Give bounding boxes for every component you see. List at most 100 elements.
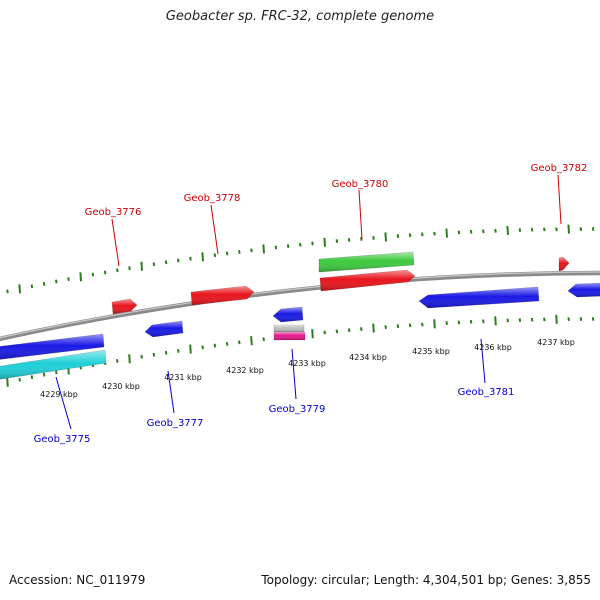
gene-labels: Geob_3775 Geob_3776 Geob_3777 Geob_3778 … — [34, 163, 588, 445]
major-tick — [445, 228, 448, 238]
minor-tick — [445, 321, 448, 325]
minor-tick — [311, 241, 314, 246]
minor-tick — [372, 235, 375, 240]
minor-tick — [518, 228, 522, 232]
minor-tick — [116, 268, 119, 273]
minor-tick — [201, 345, 204, 350]
minor-tick — [579, 317, 583, 321]
minor-tick — [567, 317, 570, 322]
gene-arrow[interactable] — [272, 306, 304, 323]
minor-tick — [347, 238, 351, 242]
gene-arrow[interactable] — [567, 282, 600, 298]
gene-label[interactable]: Geob_3776 — [85, 207, 142, 218]
minor-tick — [457, 230, 461, 235]
minor-tick — [506, 318, 509, 323]
gene-label[interactable]: Geob_3781 — [458, 387, 515, 398]
genome-summary-text: Topology: circular; Length: 4,304,501 bp… — [261, 573, 591, 587]
scale-label: 4234 kbp — [349, 353, 387, 362]
scale-labels: 4229 kbp 4230 kbp 4231 kbp 4232 kbp 4233… — [40, 338, 575, 399]
minor-tick — [396, 324, 400, 329]
minor-tick — [591, 227, 595, 231]
minor-tick — [262, 337, 265, 342]
genome-backbone-highlight — [0, 271, 600, 339]
minor-tick — [189, 256, 192, 261]
gene-label[interactable]: Geob_3778 — [184, 193, 241, 204]
minor-tick — [30, 284, 34, 289]
minor-tick — [274, 245, 278, 250]
major-tick — [201, 252, 204, 262]
gene-arrow[interactable] — [558, 256, 570, 272]
gene-arrow[interactable] — [190, 285, 255, 306]
minor-tick — [91, 272, 95, 277]
minor-tick — [482, 229, 485, 234]
accession-text: Accession: NC_011979 — [9, 573, 146, 587]
minor-tick — [421, 232, 424, 237]
gene-arrow[interactable] — [144, 320, 184, 338]
major-tick — [323, 237, 326, 247]
minor-tick — [238, 250, 241, 254]
minor-tick — [55, 279, 58, 284]
minor-tick — [335, 329, 339, 334]
minor-tick — [164, 350, 168, 355]
minor-tick — [177, 349, 180, 353]
minor-tick — [482, 319, 485, 324]
minor-tick — [579, 227, 583, 231]
major-tick — [250, 336, 253, 346]
leader-line — [358, 189, 363, 240]
minor-tick — [30, 375, 34, 380]
leader-line — [167, 370, 175, 414]
leader-line — [557, 174, 562, 225]
outer-tick-ring — [6, 224, 595, 294]
minor-tick — [469, 229, 473, 234]
minor-tick — [55, 370, 58, 375]
minor-tick — [518, 318, 522, 322]
minor-tick — [530, 317, 534, 322]
leader-line — [210, 204, 219, 255]
scale-label: 4230 kbp — [102, 382, 140, 391]
major-tick — [128, 354, 131, 364]
minor-tick — [225, 251, 229, 256]
map-title: Geobacter sp. FRC-32, complete genome — [165, 9, 435, 24]
major-tick — [140, 261, 143, 271]
minor-tick — [286, 244, 290, 248]
minor-tick — [323, 330, 326, 335]
minor-tick — [67, 277, 70, 282]
minor-tick — [530, 227, 534, 232]
scale-label: 4236 kbp — [474, 343, 512, 352]
minor-tick — [299, 242, 302, 247]
gene-block[interactable] — [273, 331, 306, 341]
minor-tick — [360, 327, 363, 331]
major-tick — [494, 316, 497, 326]
scale-label: 4232 kbp — [226, 366, 264, 375]
major-tick — [18, 284, 21, 294]
scale-label: 4233 kbp — [288, 359, 326, 368]
minor-tick — [469, 319, 473, 324]
major-tick — [384, 232, 387, 242]
minor-tick — [543, 227, 546, 232]
minor-tick — [347, 328, 351, 333]
minor-tick — [433, 231, 436, 236]
leader-line — [111, 218, 120, 267]
leader-line — [480, 338, 486, 384]
gene-block[interactable] — [273, 324, 305, 333]
gene-label[interactable]: Geob_3782 — [531, 163, 588, 174]
gene-label[interactable]: Geob_3777 — [147, 418, 204, 429]
minor-tick — [213, 343, 217, 348]
gene-label[interactable]: Geob_3780 — [332, 179, 389, 190]
minor-tick — [335, 239, 339, 244]
label-leaders — [55, 174, 562, 430]
major-tick — [262, 244, 265, 254]
gene-label[interactable]: Geob_3775 — [34, 434, 91, 445]
leader-line — [291, 348, 297, 400]
gene-label[interactable]: Geob_3779 — [269, 404, 326, 415]
minor-tick — [238, 340, 241, 345]
minor-tick — [421, 322, 424, 327]
major-tick — [433, 319, 436, 329]
gene-block[interactable] — [318, 251, 415, 273]
minor-tick — [103, 270, 107, 275]
gene-arrow[interactable] — [319, 269, 416, 292]
minor-tick — [116, 359, 119, 363]
genome-backbone — [0, 270, 600, 342]
minor-tick — [555, 227, 558, 232]
gene-arrow[interactable] — [418, 286, 540, 309]
